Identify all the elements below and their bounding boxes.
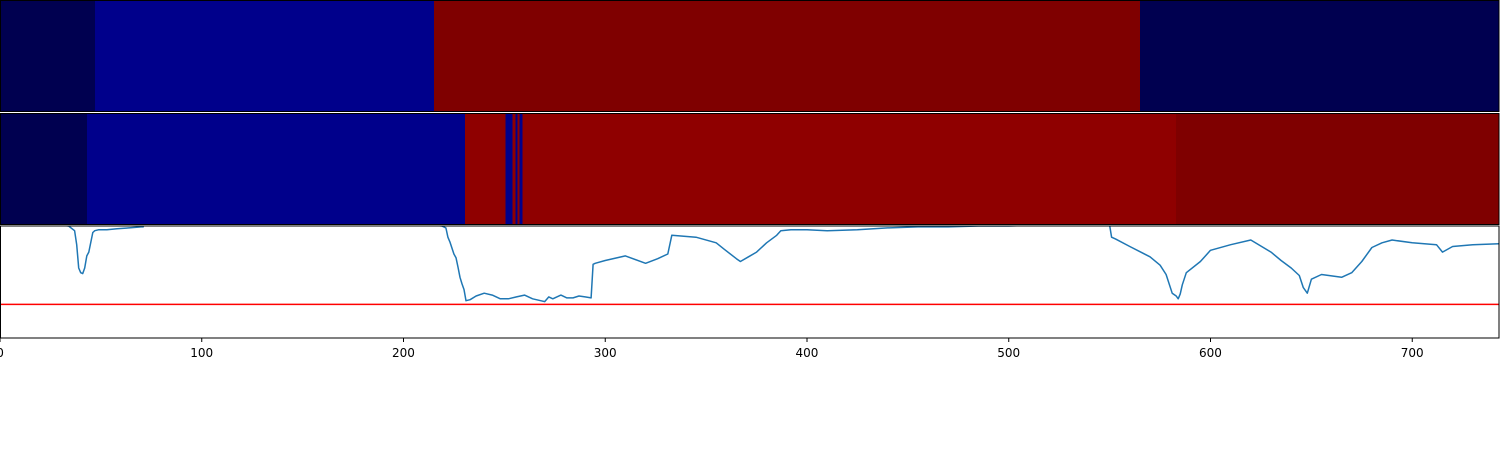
line-panel-bottom [0,225,1500,339]
x-tick-label: 0 [0,346,4,360]
x-tick-label: 700 [1401,346,1424,360]
heatmap-segment [517,113,521,225]
heatmap-segment [522,113,532,225]
x-tick-label: 500 [997,346,1020,360]
heatmap-panel-middle [0,113,1500,225]
heatmap-segment [0,0,96,112]
panel-border [0,225,1500,339]
heatmap-panel-top [0,0,1500,112]
x-tick-label: 600 [1199,346,1222,360]
x-tick-label: 100 [190,346,213,360]
x-axis: 0 100 200 300 400 500 600 700 [0,338,1424,360]
heatmap-segment [519,113,524,225]
heatmap-segment [94,0,435,112]
heatmap-segment [86,113,466,225]
series-line [61,226,1500,303]
heatmap-segment [530,113,1177,225]
line-panel-background [0,226,1499,338]
heatmap-segment [512,113,516,225]
heatmap-segment [433,0,1141,112]
x-tick-label: 400 [796,346,819,360]
heatmap-segment [1139,0,1500,112]
x-tick-label: 300 [594,346,617,360]
heatmap-segment [505,113,513,225]
heatmap-segment [465,113,506,225]
heatmap-segment [1176,113,1500,225]
panel-border [0,113,1500,225]
panel-border [0,0,1500,112]
x-tick-label: 200 [392,346,415,360]
heatmap-segment [0,113,88,225]
heatmap-segment [515,113,518,225]
